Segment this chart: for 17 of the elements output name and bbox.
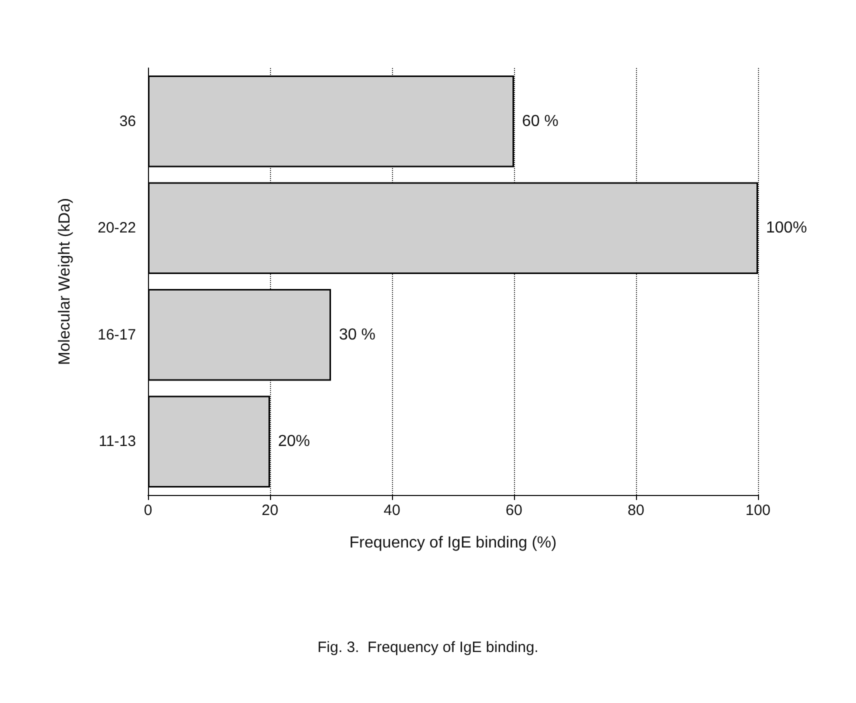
x-tick-label: 0	[144, 502, 152, 519]
x-tick-label: 40	[384, 502, 400, 519]
y-axis-title: Molecular Weight (kDa)	[56, 198, 74, 365]
x-axis-title: Frequency of IgE binding (%)	[349, 534, 557, 552]
data-label: 20%	[278, 433, 310, 450]
data-label: 30 %	[339, 326, 376, 344]
y-tick-label: 11-13	[98, 433, 136, 450]
y-tick-label: 36	[119, 112, 136, 130]
y-tick-label: 16-17	[98, 326, 136, 344]
data-label: 100%	[766, 220, 807, 237]
x-tick-label: 60	[506, 502, 522, 519]
x-tick-label: 100	[745, 502, 771, 519]
y-tick-label: 20-22	[98, 220, 136, 237]
x-tick-label: 20	[262, 502, 278, 519]
caption: Fig. 3. Frequency of IgE binding.	[318, 639, 538, 656]
data-label: 60 %	[522, 112, 558, 130]
x-tick-label: 80	[628, 502, 644, 519]
